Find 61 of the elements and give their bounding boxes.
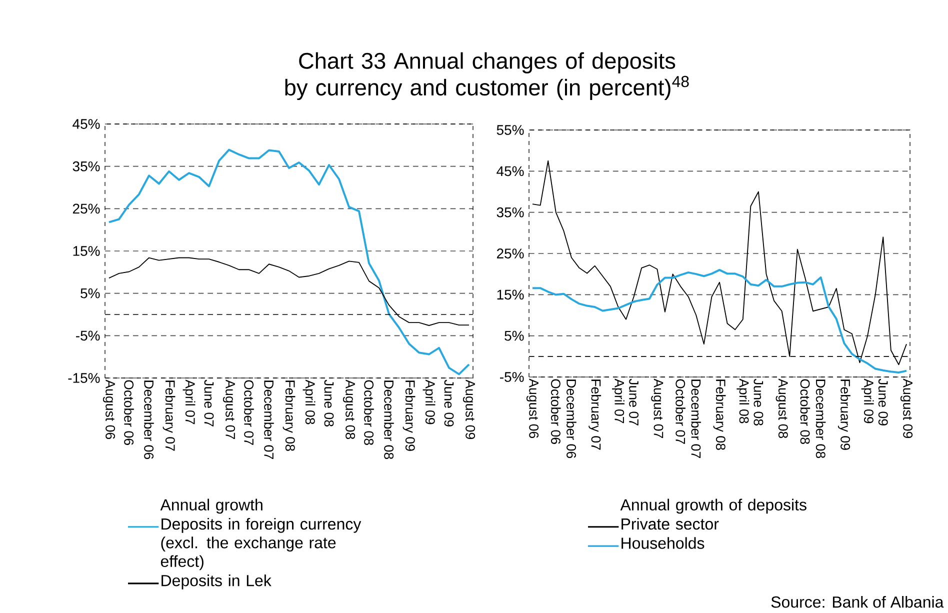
x-tick-label: June 08 bbox=[754, 378, 764, 426]
x-tick-label: October 06 bbox=[124, 380, 134, 445]
y-tick-label: 55% bbox=[496, 125, 524, 135]
legend-label: Deposits in Lek bbox=[162, 574, 272, 590]
x-tick-label: June 07 bbox=[204, 380, 214, 426]
y-tick-label: 15% bbox=[73, 246, 100, 256]
x-tick-label: June 08 bbox=[324, 380, 334, 426]
y-tick-label: 5% bbox=[80, 288, 100, 298]
x-tick-label: October 06 bbox=[551, 379, 561, 444]
y-tick-label: -5% bbox=[500, 372, 524, 382]
x-tick-label: April 09 bbox=[861, 378, 874, 424]
x-tick-label: August 08 bbox=[342, 380, 356, 440]
x-tick-label: December 08 bbox=[384, 380, 394, 460]
x-tick-label: February 09 bbox=[838, 380, 850, 450]
x-tick-label: August 07 bbox=[651, 378, 664, 438]
x-tick-label: August 09 bbox=[900, 378, 913, 438]
y-tick-label: 25% bbox=[72, 204, 100, 214]
y-tick-label: 35% bbox=[496, 207, 524, 218]
x-tick-label: April 08 bbox=[736, 378, 750, 424]
line-series bbox=[108, 148, 470, 376]
x-tick-label: February 07 bbox=[588, 380, 602, 450]
x-tick-label: October 08 bbox=[800, 379, 810, 444]
y-tick-label: 35% bbox=[72, 161, 100, 172]
x-tick-label: February 09 bbox=[402, 380, 416, 451]
x-tick-label: February 08 bbox=[713, 380, 726, 450]
x-tick-label: October 07 bbox=[676, 379, 686, 444]
x-tick-label: April 09 bbox=[422, 380, 436, 424]
legend-label: Households bbox=[622, 537, 704, 549]
y-tick-label: 45% bbox=[72, 119, 100, 129]
y-tick-label: -5% bbox=[76, 330, 100, 341]
x-tick-label: February 07 bbox=[162, 380, 176, 451]
x-tick-label: April 07 bbox=[612, 378, 624, 424]
y-tick-label: 25% bbox=[496, 248, 524, 258]
x-tick-label: August 06 bbox=[102, 380, 116, 440]
y-tick-label: 15% bbox=[497, 290, 524, 300]
x-tick-label: June 07 bbox=[629, 378, 639, 426]
y-tick-label: -15% bbox=[68, 373, 100, 383]
x-tick-label: August 09 bbox=[462, 380, 476, 440]
x-tick-label: April 07 bbox=[182, 380, 196, 424]
legend-title: Annual growth of deposits bbox=[620, 498, 806, 514]
legend-title: Annual growth bbox=[160, 498, 262, 514]
x-tick-label: December 07 bbox=[691, 380, 702, 458]
x-tick-label: October 07 bbox=[244, 380, 254, 445]
y-tick-label: 5% bbox=[504, 330, 524, 341]
legend-label: Deposits in foreign currency (excl. the exchange rate effect) bbox=[160, 518, 362, 570]
x-tick-label: December 07 bbox=[264, 380, 274, 459]
x-tick-label: August 07 bbox=[222, 380, 236, 439]
x-tick-label: December 06 bbox=[566, 380, 576, 458]
x-tick-label: August 06 bbox=[526, 378, 539, 438]
x-tick-label: February 08 bbox=[282, 380, 296, 451]
y-tick-label: 45% bbox=[496, 166, 524, 176]
legend-label: Private sector bbox=[622, 518, 719, 530]
x-tick-label: June 09 bbox=[444, 380, 454, 426]
source-note: Source: Bank of Albania bbox=[771, 596, 944, 608]
x-tick-label: June 09 bbox=[878, 378, 888, 426]
x-tick-label: October 08 bbox=[364, 380, 374, 445]
x-tick-label: August 08 bbox=[776, 378, 788, 438]
chart-title: Chart 33 Annual changes of deposits by currency and customer (in percent)$^{48}$ bbox=[285, 52, 689, 100]
x-tick-label: April 08 bbox=[302, 380, 316, 424]
x-tick-label: December 06 bbox=[144, 380, 154, 460]
x-tick-label: December 08 bbox=[816, 380, 826, 458]
